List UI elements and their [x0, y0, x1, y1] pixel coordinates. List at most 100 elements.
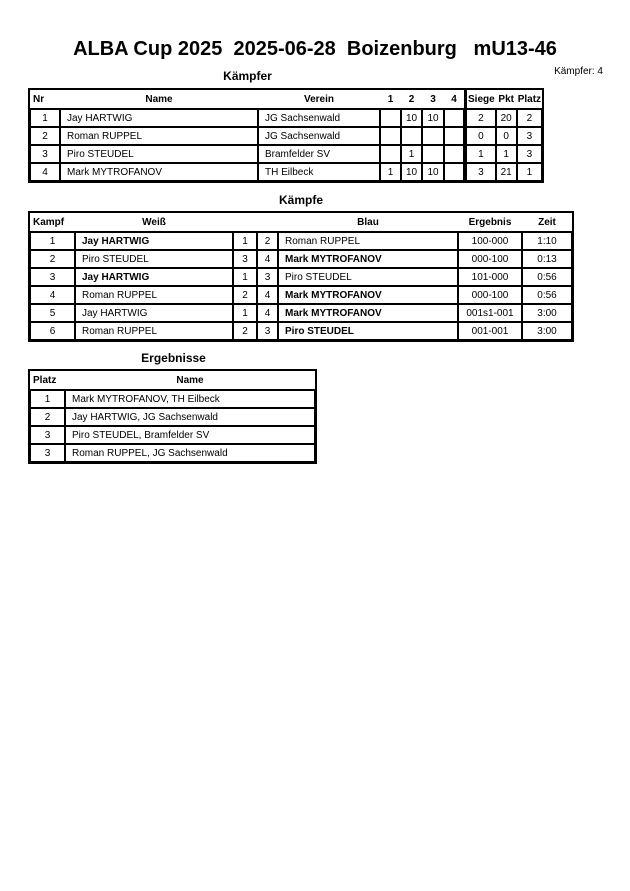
cell-platz: 3 [30, 444, 65, 462]
cell-name: Mark MYTROFANOV [60, 163, 258, 181]
cell-weiss-nr: 1 [233, 268, 257, 286]
col-header-platz: Platz [30, 371, 65, 390]
cell-platz: 3 [516, 127, 543, 145]
cell-weiss-nr: 1 [233, 232, 257, 250]
cell-siege: 1 [464, 145, 496, 163]
cell-nr: 4 [30, 163, 60, 181]
table-row: 3 Jay HARTWIG 1 3 Piro STEUDEL 101-000 0… [30, 268, 572, 286]
cell-round-3 [422, 127, 444, 145]
cell-pkt: 20 [495, 109, 517, 127]
cell-zeit: 0:56 [522, 286, 572, 304]
cell-weiss-name: Roman RUPPEL [75, 286, 233, 304]
cell-weiss-name: Piro STEUDEL [75, 250, 233, 268]
kaempfer-table: Nr Name Verein 1 2 3 4 Siege Pkt Platz 1… [28, 88, 545, 183]
section-title-kaempfer: Kämpfer [223, 69, 272, 83]
col-header-ergebnis: Ergebnis [458, 213, 522, 232]
cell-blau-nr: 4 [257, 250, 278, 268]
cell-weiss-nr: 2 [233, 286, 257, 304]
cell-blau-name: Mark MYTROFANOV [278, 286, 458, 304]
cell-kampf: 1 [30, 232, 75, 250]
col-header-siege: Siege [464, 90, 496, 109]
cell-ergebnis: 001-001 [458, 322, 522, 340]
col-header-round-1: 1 [380, 90, 401, 109]
col-header-blau-nr [257, 213, 278, 232]
col-header-verein: Verein [258, 90, 380, 109]
cell-siege: 0 [464, 127, 496, 145]
cell-weiss-name: Roman RUPPEL [75, 322, 233, 340]
cell-name: Roman RUPPEL, JG Sachsenwald [65, 444, 315, 462]
cell-blau-name: Mark MYTROFANOV [278, 304, 458, 322]
col-header-zeit: Zeit [522, 213, 572, 232]
table-row: 3 Roman RUPPEL, JG Sachsenwald [30, 444, 315, 462]
table-row: 2 Roman RUPPEL JG Sachsenwald 0 0 3 [30, 127, 543, 145]
cell-weiss-name: Jay HARTWIG [75, 304, 233, 322]
cell-kampf: 2 [30, 250, 75, 268]
cell-platz: 1 [516, 163, 543, 181]
table-row: 2 Piro STEUDEL 3 4 Mark MYTROFANOV 000-1… [30, 250, 572, 268]
cell-blau-nr: 4 [257, 304, 278, 322]
ergebnisse-header-row: Platz Name [30, 371, 315, 390]
cell-round-1 [380, 109, 401, 127]
cell-verein: TH Eilbeck [258, 163, 380, 181]
cell-kampf: 3 [30, 268, 75, 286]
col-header-round-4: 4 [444, 90, 464, 109]
table-row: 4 Roman RUPPEL 2 4 Mark MYTROFANOV 000-1… [30, 286, 572, 304]
section-title-kaempfe: Kämpfe [278, 193, 323, 207]
cell-zeit: 3:00 [522, 322, 572, 340]
section-title-ergebnisse: Ergebnisse [141, 351, 206, 365]
cell-platz: 3 [30, 426, 65, 444]
col-header-round-3: 3 [422, 90, 444, 109]
cell-platz: 1 [30, 390, 65, 408]
cell-nr: 1 [30, 109, 60, 127]
cell-round-1: 1 [380, 163, 401, 181]
cell-zeit: 0:13 [522, 250, 572, 268]
cell-blau-name: Piro STEUDEL [278, 322, 458, 340]
cell-round-2 [401, 127, 422, 145]
cell-round-4 [444, 127, 464, 145]
page-title: ALBA Cup 2025 2025-06-28 Boizenburg mU13… [73, 38, 557, 60]
cell-verein: JG Sachsenwald [258, 127, 380, 145]
col-header-pkt: Pkt [495, 90, 517, 109]
cell-weiss-nr: 2 [233, 322, 257, 340]
cell-platz: 2 [30, 408, 65, 426]
cell-pkt: 21 [495, 163, 517, 181]
cell-platz: 2 [516, 109, 543, 127]
kaempfer-header-row: Nr Name Verein 1 2 3 4 Siege Pkt Platz [30, 90, 543, 109]
cell-siege: 3 [464, 163, 496, 181]
col-header-nr: Nr [30, 90, 60, 109]
cell-round-1 [380, 145, 401, 163]
cell-weiss-nr: 1 [233, 304, 257, 322]
cell-round-3: 10 [422, 163, 444, 181]
cell-pkt: 0 [495, 127, 517, 145]
table-row: 6 Roman RUPPEL 2 3 Piro STEUDEL 001-001 … [30, 322, 572, 340]
table-row: 3 Piro STEUDEL, Bramfelder SV [30, 426, 315, 444]
cell-kampf: 4 [30, 286, 75, 304]
kaempfe-header-row: Kampf Weiß Blau Ergebnis Zeit [30, 213, 572, 232]
cell-blau-nr: 2 [257, 232, 278, 250]
cell-blau-name: Roman RUPPEL [278, 232, 458, 250]
cell-round-1 [380, 127, 401, 145]
col-header-weiss: Weiß [75, 213, 233, 232]
cell-name: Piro STEUDEL [60, 145, 258, 163]
cell-blau-nr: 3 [257, 322, 278, 340]
col-header-name: Name [60, 90, 258, 109]
cell-weiss-name: Jay HARTWIG [75, 232, 233, 250]
table-row: 1 Mark MYTROFANOV, TH Eilbeck [30, 390, 315, 408]
cell-ergebnis: 001s1-001 [458, 304, 522, 322]
table-row: 1 Jay HARTWIG JG Sachsenwald 10 10 2 20 … [30, 109, 543, 127]
cell-nr: 2 [30, 127, 60, 145]
cell-blau-name: Piro STEUDEL [278, 268, 458, 286]
cell-weiss-nr: 3 [233, 250, 257, 268]
cell-pkt: 1 [495, 145, 517, 163]
cell-name: Mark MYTROFANOV, TH Eilbeck [65, 390, 315, 408]
table-row: 2 Jay HARTWIG, JG Sachsenwald [30, 408, 315, 426]
cell-name: Piro STEUDEL, Bramfelder SV [65, 426, 315, 444]
cell-round-2: 1 [401, 145, 422, 163]
cell-round-2: 10 [401, 109, 422, 127]
cell-zeit: 1:10 [522, 232, 572, 250]
cell-zeit: 0:56 [522, 268, 572, 286]
cell-name: Jay HARTWIG [60, 109, 258, 127]
cell-round-2: 10 [401, 163, 422, 181]
cell-ergebnis: 101-000 [458, 268, 522, 286]
